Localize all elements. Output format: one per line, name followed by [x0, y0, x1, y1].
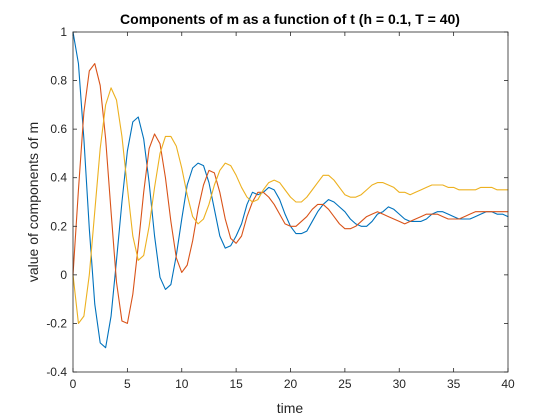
x-tick-label: 30 [393, 377, 407, 391]
x-tick-label: 20 [284, 377, 298, 391]
series-line-3 [72, 87, 509, 324]
x-tick-label: 40 [501, 377, 515, 391]
series-lines [72, 31, 509, 349]
x-tick-label: 10 [175, 377, 189, 391]
y-tick-label: 0.6 [50, 122, 67, 136]
y-tick-label: -0.4 [46, 365, 67, 379]
x-tick-label: 35 [447, 377, 461, 391]
x-tick-label: 5 [124, 377, 131, 391]
tick-labels: 0 5 10 15 20 25 30 35 40 -0.4 -0.2 0 0.2 0.4 0.6 0.8 1 [46, 25, 515, 391]
x-axis-label: time [277, 400, 304, 416]
y-tick-label: 0.2 [50, 219, 67, 233]
x-tick-label: 0 [70, 377, 77, 391]
chart-title: Components of m as a function of t (h = … [120, 11, 460, 27]
plot-area [73, 32, 508, 372]
y-tick-label: 0 [60, 268, 67, 282]
y-tick-label: 0.4 [50, 171, 67, 185]
y-axis-label: value of components of m [25, 122, 41, 282]
series-line-2 [72, 63, 509, 324]
axes [72, 31, 509, 373]
y-tick-label: 1 [60, 25, 67, 39]
y-tick-label: 0.8 [50, 74, 67, 88]
x-tick-label: 15 [229, 377, 243, 391]
y-tick-label: -0.2 [46, 316, 67, 330]
x-tick-label: 25 [338, 377, 352, 391]
